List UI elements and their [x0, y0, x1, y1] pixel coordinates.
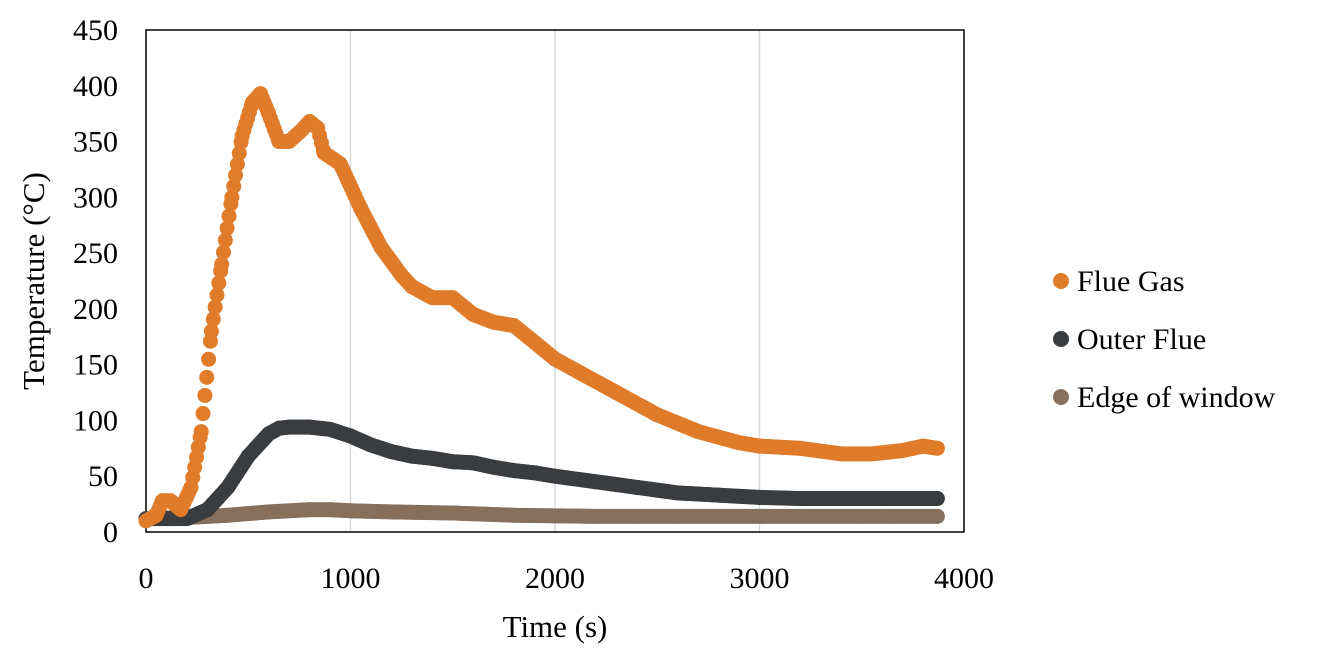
- data-point: [216, 244, 232, 260]
- y-tick-label: 450: [73, 14, 118, 47]
- data-point: [214, 256, 230, 272]
- data-point: [226, 178, 242, 194]
- y-tick-label: 0: [103, 516, 118, 549]
- data-point: [207, 299, 223, 315]
- data-point: [224, 189, 240, 205]
- data-point: [193, 424, 209, 440]
- y-axis-ticks: 0 50 100 150 200 250 300 350 400 450: [73, 14, 118, 549]
- data-point: [228, 167, 244, 183]
- data-point: [201, 351, 217, 367]
- data-point: [229, 156, 245, 172]
- series-flue-gas: [138, 86, 945, 529]
- y-tick-label: 50: [88, 460, 118, 493]
- legend-item: Edge of window: [1053, 381, 1276, 414]
- x-tick-label: 1000: [321, 562, 381, 595]
- data-point: [231, 145, 247, 161]
- x-tick-label: 3000: [730, 562, 790, 595]
- data-point: [217, 232, 233, 248]
- data-point: [211, 275, 227, 291]
- legend-label: Edge of window: [1077, 381, 1276, 414]
- data-point: [221, 208, 237, 224]
- y-tick-label: 150: [73, 349, 118, 382]
- legend-item: Outer Flue: [1053, 323, 1206, 356]
- x-tick-label: 2000: [525, 562, 585, 595]
- legend-marker: [1053, 389, 1069, 405]
- x-axis-title: Time (s): [503, 609, 608, 644]
- data-point: [929, 491, 945, 507]
- x-tick-label: 0: [139, 562, 154, 595]
- data-point: [929, 508, 945, 524]
- y-tick-label: 300: [73, 181, 118, 214]
- y-tick-label: 400: [73, 70, 118, 103]
- data-point: [219, 220, 235, 236]
- legend-label: Flue Gas: [1077, 265, 1185, 298]
- data-point: [195, 406, 211, 422]
- data-point: [197, 387, 213, 403]
- data-point: [203, 323, 219, 339]
- legend-label: Outer Flue: [1077, 323, 1206, 356]
- plot-border: [145, 29, 965, 533]
- legend-marker: [1053, 331, 1069, 347]
- legend-item: Flue Gas: [1053, 265, 1185, 298]
- legend-marker: [1053, 273, 1069, 289]
- data-point: [209, 287, 225, 303]
- data-point: [199, 369, 215, 385]
- y-tick-label: 100: [73, 404, 118, 437]
- y-axis-title: Temperature (°C): [16, 172, 51, 390]
- x-tick-label: 4000: [934, 562, 994, 595]
- x-axis-ticks: 0 1000 2000 3000 4000: [139, 562, 995, 595]
- y-tick-label: 250: [73, 237, 118, 270]
- data-point: [205, 311, 221, 327]
- legend: Flue Gas Outer Flue Edge of window: [1053, 265, 1276, 414]
- y-tick-label: 350: [73, 126, 118, 159]
- y-tick-label: 200: [73, 293, 118, 326]
- data-point: [929, 440, 945, 456]
- series-layer: [138, 86, 945, 529]
- series-outer-flue: [138, 419, 945, 527]
